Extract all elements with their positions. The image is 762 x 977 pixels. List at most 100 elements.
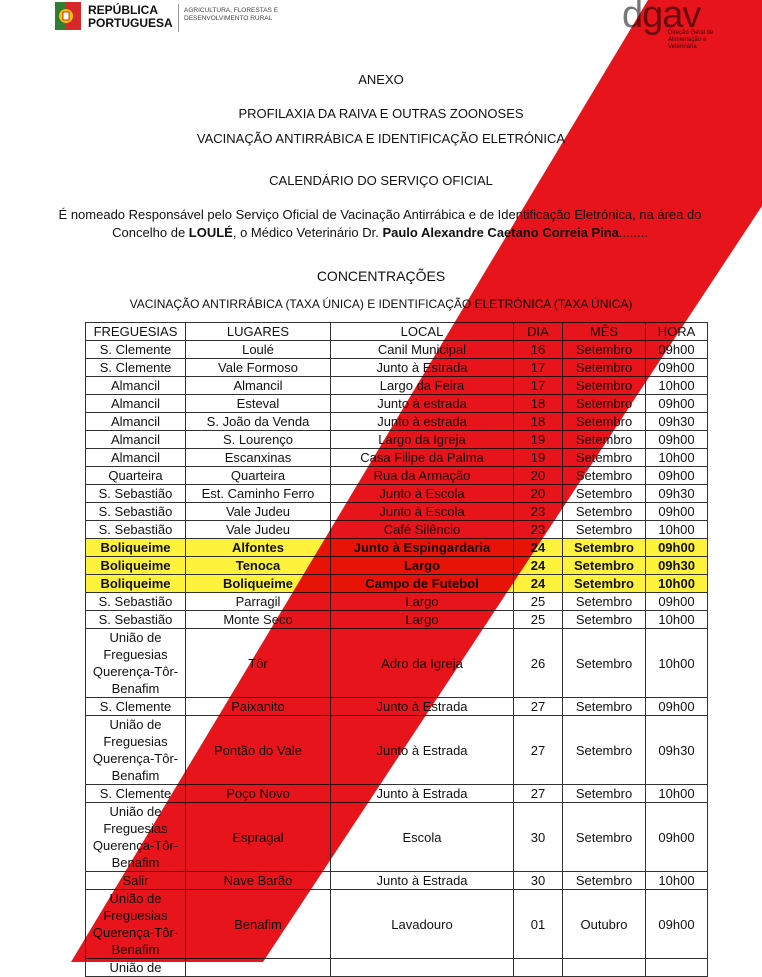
table-cell: 24 (513, 538, 563, 557)
agency-name: Direção Geral de Alimentação e Veterinár… (668, 30, 714, 50)
table-cell: 09h00 (645, 430, 708, 449)
table-cell: Escanxinas (185, 448, 331, 467)
table-cell: 24 (513, 574, 563, 593)
table-cell: Tôr (185, 628, 331, 698)
column-header: FREGUESIAS (85, 322, 186, 341)
table-cell: 10h00 (645, 628, 708, 698)
table-row: União de Freguesias Querença-Tôr-Benafim… (85, 802, 708, 872)
table-cell: 27 (513, 715, 563, 785)
table-cell: 25 (513, 592, 563, 611)
table-cell: União de (85, 958, 186, 977)
table-cell: Alfontes (185, 538, 331, 557)
table-cell: Boliqueime (85, 538, 186, 557)
table-cell: Monte Seco (185, 610, 331, 629)
table-cell: Rua da Armação (330, 466, 514, 485)
table-cell: Est. Caminho Ferro (185, 484, 331, 503)
table-cell: 18 (513, 394, 563, 413)
ministry: AGRICULTURA, FLORESTAS E DESENVOLVIMENTO… (184, 7, 279, 22)
table-cell: Almancil (85, 412, 186, 431)
table-cell: 10h00 (645, 376, 708, 395)
table-cell: Setembro (562, 484, 646, 503)
table-row: Almancil S. Lourenço Largo da Igreja 19 Sete… (85, 430, 708, 449)
table-cell: 10h00 (645, 574, 708, 593)
section-subtitle: VACINAÇÃO ANTIRRÁBICA (TAXA ÚNICA) E IDE… (129, 297, 633, 311)
table-cell: Setembro (562, 430, 646, 449)
table-cell: Benafim (185, 889, 331, 959)
table-cell: 01 (513, 889, 563, 959)
table-row: União de (85, 958, 708, 977)
gov-emblem (55, 2, 81, 30)
table-cell: Casa Filipe da Palma (330, 448, 514, 467)
table-row: Almancil S. João da Venda Junto à estrada 1… (85, 412, 708, 431)
table-cell: Setembro (562, 871, 646, 890)
table-cell: 19 (513, 430, 563, 449)
table-row: União de Freguesias Querença-Tôr-Benafim… (85, 889, 708, 959)
table-cell: S. Sebastião (85, 592, 186, 611)
table-cell: Vale Formoso (185, 358, 331, 377)
table-cell: Loulé (185, 340, 331, 359)
table-cell: Largo (330, 556, 514, 575)
table-cell: Almancil (85, 394, 186, 413)
table-cell: Junto à estrada (330, 394, 514, 413)
table-cell: Setembro (562, 502, 646, 521)
intro: É nomeado Responsável pelo Serviço Ofici… (55, 206, 705, 242)
table-cell: Setembro (562, 610, 646, 629)
text: , o Médico Veterinário Dr. (232, 225, 383, 240)
table-cell: S. Clemente (85, 340, 186, 359)
table-row: Almancil Esteval Junto à estrada 18 Setembro… (85, 394, 708, 413)
table-cell: 09h30 (645, 556, 708, 575)
table-cell: S. Lourenço (185, 430, 331, 449)
table-cell (330, 958, 514, 977)
table-cell: 09h00 (645, 340, 708, 359)
title: PROFILAXIA DA RAIVA E OUTRAS ZOONOSES (238, 106, 524, 121)
table-cell: União de Freguesias Querença-Tôr-Benafim (85, 889, 186, 959)
table-cell: Setembro (562, 784, 646, 803)
table-cell: Setembro (562, 394, 646, 413)
table-cell: Outubro (562, 889, 646, 959)
table-cell: 19 (513, 448, 563, 467)
table-cell: S. Sebastião (85, 502, 186, 521)
table-cell: Largo da Igreja (330, 430, 514, 449)
table-cell: 09h00 (645, 538, 708, 557)
table-cell: 23 (513, 520, 563, 539)
table-cell: 27 (513, 784, 563, 803)
table-cell: 17 (513, 376, 563, 395)
table-cell: Paixanito (185, 697, 331, 716)
table-row: União de Freguesias Querença-Tôr-Benafim… (85, 715, 708, 785)
table-cell: Setembro (562, 802, 646, 872)
table-cell: Esteval (185, 394, 331, 413)
table-cell: 26 (513, 628, 563, 698)
table-cell: 25 (513, 610, 563, 629)
table-row: S. Sebastião Parragil Largo 25 Setembro 09h00 (85, 592, 708, 611)
table-row: Boliqueime Boliqueime Campo de Futebol 24 Se… (85, 574, 708, 593)
table-cell: Setembro (562, 466, 646, 485)
table-cell: Junto à Estrada (330, 784, 514, 803)
column-header: LUGARES (185, 322, 331, 341)
table-cell: Almancil (85, 430, 186, 449)
table-cell: 09h00 (645, 394, 708, 413)
table-cell: Setembro (562, 412, 646, 431)
table-cell: Salir (85, 871, 186, 890)
table-cell: Setembro (562, 556, 646, 575)
table-cell: Setembro (562, 520, 646, 539)
table-cell: Adro da Igreja (330, 628, 514, 698)
table-cell: Setembro (562, 358, 646, 377)
table-cell: 09h00 (645, 592, 708, 611)
table-row: Boliqueime Tenoca Largo 24 Setembro 09h30 (85, 556, 708, 575)
table-row: S. Clemente Poço Novo Junto à Estrada 27 Set… (85, 784, 708, 803)
table-row: Almancil Escanxinas Casa Filipe da Palma 19… (85, 448, 708, 467)
table-cell: Almancil (85, 448, 186, 467)
column-header: LOCAL (330, 322, 514, 341)
table-cell: Poço Novo (185, 784, 331, 803)
table-row: S. Clemente Paixanito Junto à Estrada 27 Set… (85, 697, 708, 716)
table-row: S. Clemente Loulé Canil Municipal 16 Setembr… (85, 340, 708, 359)
table-cell (513, 958, 563, 977)
gov-name: REPÚBLICA PORTUGUESA (88, 3, 173, 30)
table-cell: 10h00 (645, 871, 708, 890)
table-cell: Junto à Espingardaria (330, 538, 514, 557)
text: LOULÉ (188, 225, 233, 240)
table-cell: 10h00 (645, 520, 708, 539)
table-cell: 30 (513, 871, 563, 890)
text: ........ (618, 225, 648, 240)
table-cell: 09h00 (645, 697, 708, 716)
